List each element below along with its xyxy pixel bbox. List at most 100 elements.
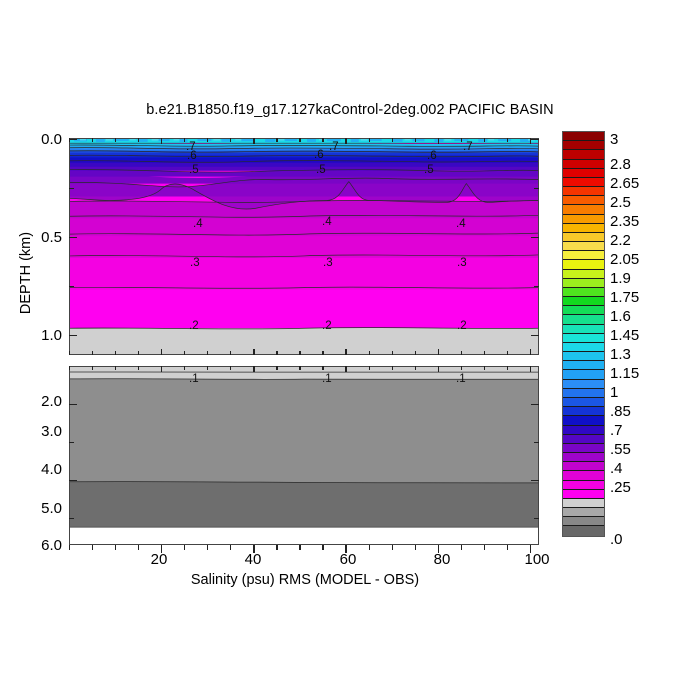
axis-tick — [437, 138, 439, 144]
axis-tick — [230, 351, 232, 355]
colorbar-segment — [563, 278, 604, 288]
axis-tick — [207, 351, 209, 355]
axis-tick — [322, 138, 324, 142]
axis-tick — [161, 545, 163, 553]
axis-tick — [69, 335, 77, 337]
axis-tick — [460, 366, 462, 370]
colorbar-segment — [563, 342, 604, 353]
x-tick-label: 80 — [433, 551, 451, 568]
contour-label: .3 — [323, 257, 333, 269]
colorbar-tick-label: 1.3 — [610, 346, 631, 363]
axis-tick — [322, 351, 324, 355]
axis-tick — [299, 545, 301, 550]
axis-tick — [69, 480, 77, 482]
lower-panel-contour-field — [70, 367, 538, 544]
axis-tick — [345, 138, 347, 144]
axis-tick — [299, 351, 301, 355]
colorbar-tick-label: 2.65 — [610, 175, 640, 192]
colorbar-segment — [563, 425, 604, 435]
axis-tick — [345, 366, 347, 372]
axis-tick — [69, 366, 71, 370]
contour-label: .4 — [193, 218, 203, 230]
y-tick-label: 6.0 — [41, 537, 62, 554]
colorbar-segment — [563, 370, 604, 380]
axis-tick — [391, 366, 393, 370]
axis-tick — [115, 138, 117, 142]
axis-tick — [534, 518, 539, 520]
axis-tick — [322, 545, 324, 550]
axis-tick — [69, 188, 74, 190]
contour-label: .4 — [456, 218, 466, 230]
axis-tick — [299, 366, 301, 370]
colorbar-tick-label: 1.6 — [610, 308, 631, 325]
axis-tick — [161, 349, 163, 355]
axis-tick — [506, 351, 508, 355]
axis-tick — [184, 545, 186, 550]
axis-tick — [368, 138, 370, 142]
axis-tick — [92, 545, 94, 550]
axis-tick — [230, 545, 232, 550]
contour-label: .3 — [190, 257, 200, 269]
axis-tick — [460, 351, 462, 355]
contour-label: .7 — [463, 141, 473, 153]
contour-label: .2 — [189, 320, 199, 332]
axis-tick — [531, 335, 539, 337]
axis-tick — [483, 138, 485, 142]
colorbar-segment — [563, 297, 604, 307]
colorbar-segment — [563, 306, 604, 316]
colorbar-segment — [563, 498, 604, 509]
y-tick-label: 3.0 — [41, 423, 62, 440]
axis-tick — [253, 366, 255, 372]
colorbar-tick-label: 2.8 — [610, 156, 631, 173]
axis-tick — [368, 366, 370, 370]
contour-label: .3 — [457, 257, 467, 269]
contour-label: .4 — [322, 216, 332, 228]
axis-tick — [414, 366, 416, 370]
axis-tick — [92, 366, 94, 370]
colorbar-tick-label: .4 — [610, 460, 623, 477]
axis-tick — [531, 404, 539, 406]
axis-tick — [276, 366, 278, 370]
axis-tick — [276, 545, 278, 550]
axis-tick — [506, 545, 508, 550]
colorbar-segment — [563, 352, 604, 362]
colorbar-segment — [563, 315, 604, 325]
colorbar-tick-label: 1.9 — [610, 270, 631, 287]
contour-label: .5 — [424, 164, 434, 176]
y-tick-label: 1.0 — [41, 327, 62, 344]
colorbar-segment — [563, 407, 604, 417]
colorbar-segment — [563, 177, 604, 188]
colorbar-segment — [563, 517, 604, 527]
colorbar-segment — [563, 269, 604, 279]
colorbar-segment — [563, 187, 604, 197]
colorbar-segment — [563, 223, 604, 233]
contour-label: .1 — [456, 373, 466, 385]
axis-tick — [276, 351, 278, 355]
contour-label: .6 — [187, 150, 197, 162]
axis-tick — [506, 366, 508, 370]
y-tick-label: 5.0 — [41, 500, 62, 517]
axis-tick — [483, 351, 485, 355]
upper-depth-panel — [69, 138, 539, 355]
axis-tick — [184, 351, 186, 355]
axis-tick — [460, 545, 462, 550]
colorbar-tick-label: 2.35 — [610, 213, 640, 230]
axis-tick — [69, 518, 74, 520]
axis-tick — [161, 138, 163, 144]
colorbar-segment — [563, 196, 604, 206]
axis-tick — [69, 442, 74, 444]
x-axis-title: Salinity (psu) RMS (MODEL - OBS) — [190, 572, 420, 588]
colorbar-tick-label: .85 — [610, 403, 631, 420]
axis-tick — [92, 351, 94, 355]
colorbar-segment — [563, 242, 604, 252]
contour-label: .1 — [189, 373, 199, 385]
colorbar-tick-label: .7 — [610, 422, 623, 439]
colorbar-segment — [563, 132, 604, 142]
y-tick-label: 4.0 — [41, 461, 62, 478]
colorbar-segment — [563, 462, 604, 472]
contour-label: .5 — [189, 164, 199, 176]
axis-tick — [460, 138, 462, 142]
axis-tick — [529, 349, 531, 355]
axis-tick — [138, 545, 140, 550]
chart-title: b.e21.B1850.f19_g17.127kaControl-2deg.00… — [146, 102, 554, 118]
